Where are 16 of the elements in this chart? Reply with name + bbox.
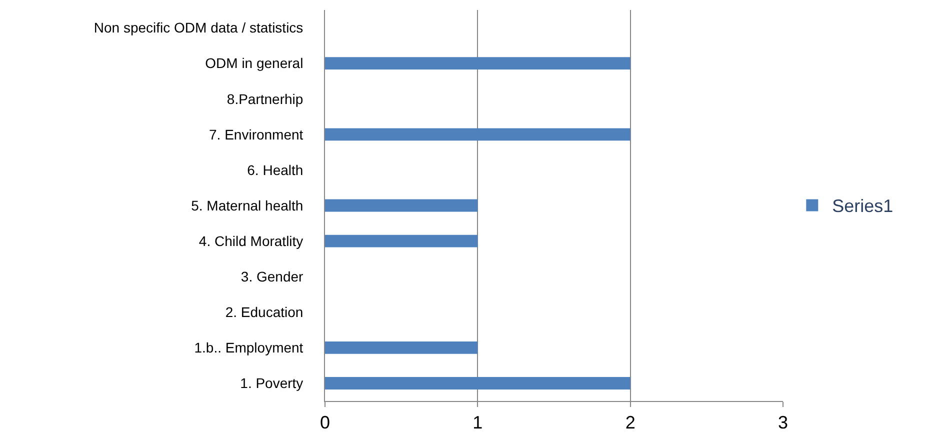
x-tick-label: 1 [472, 412, 483, 433]
x-tick-label: 3 [778, 412, 788, 433]
x-tick-label: 0 [320, 412, 330, 433]
y-tick-label: 7. Environment [209, 126, 304, 142]
legend-label: Series1 [832, 196, 894, 216]
x-tick-label: 2 [625, 412, 636, 433]
y-tick-label: ODM in general [205, 55, 304, 72]
y-tick-label: 5. Maternal health [191, 197, 304, 214]
y-tick-label: 4. Child Moratlity [198, 232, 304, 249]
y-tick-label: 6. Health [247, 162, 304, 178]
y-tick-label: 1.b.. Employment [194, 340, 304, 356]
y-tick-label: 2. Education [225, 304, 304, 320]
y-tick-label: Non specific ODM data / statistics [94, 20, 304, 36]
y-tick-label: 8.Partnerhip [226, 90, 304, 107]
y-tick-label: 1. Poverty [240, 375, 304, 392]
y-tick-label: 3. Gender [240, 268, 304, 284]
